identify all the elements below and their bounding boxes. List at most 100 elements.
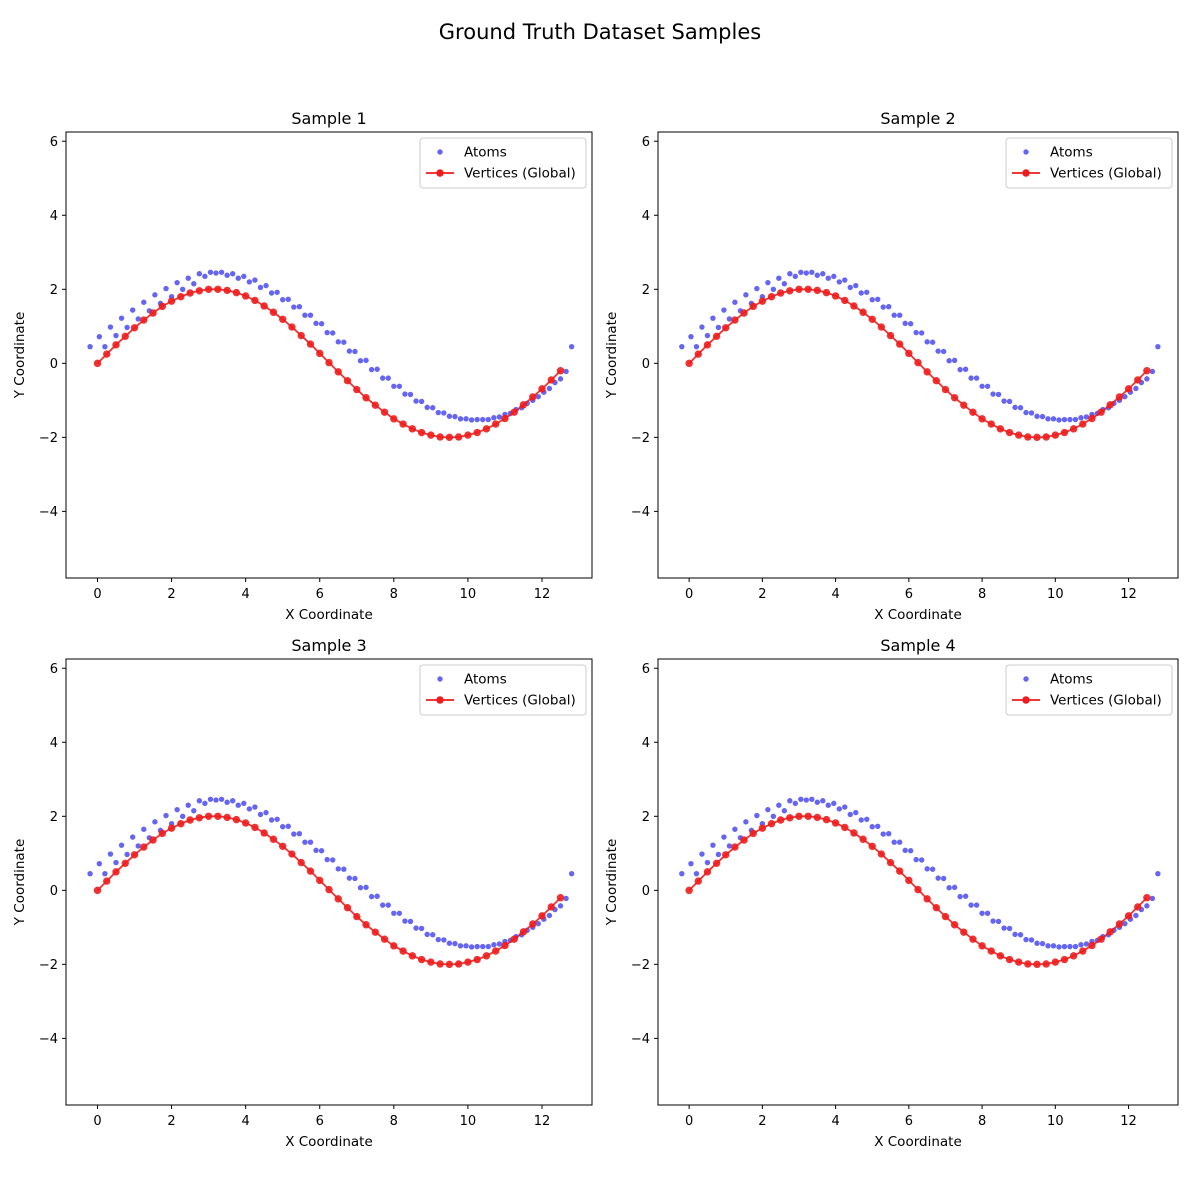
atom-point: [913, 329, 919, 336]
vertex-point: [556, 367, 565, 375]
x-tick-label: 12: [534, 1114, 551, 1129]
vertex-point: [501, 941, 509, 950]
atom-point: [858, 817, 864, 823]
vertex-point: [519, 401, 528, 409]
atom-point: [1039, 413, 1046, 420]
plot-frame: [65, 131, 593, 579]
atom-point: [699, 851, 705, 857]
atom-point: [754, 812, 760, 819]
atom-point: [1061, 416, 1068, 423]
atom-point: [107, 324, 114, 330]
vertex-point: [204, 285, 213, 294]
atom-point: [929, 866, 936, 872]
y-tick-label: 4: [642, 209, 650, 224]
vertex-point: [841, 823, 849, 832]
atom-point: [1045, 943, 1051, 949]
vertex-point: [1143, 367, 1151, 375]
atom-point: [787, 798, 793, 804]
atom-point: [814, 272, 820, 278]
atom-point: [291, 831, 297, 837]
vertex-point: [1097, 935, 1105, 943]
vertex-point: [786, 287, 794, 295]
vertex-point: [417, 955, 426, 964]
atom-point: [268, 817, 275, 823]
atom-point: [1122, 393, 1128, 400]
y-tick-label: 0: [50, 884, 58, 899]
atom-point: [441, 410, 447, 416]
atom-point: [715, 324, 722, 331]
atom-point: [124, 324, 130, 331]
atom-point: [468, 944, 475, 950]
atom-point: [1006, 925, 1013, 932]
vertex-point: [445, 960, 454, 969]
vertex-point: [529, 920, 537, 928]
atom-point: [754, 285, 760, 292]
atom-point: [102, 343, 108, 350]
atom-point: [346, 348, 353, 354]
vertex-point: [353, 385, 361, 394]
atom-point: [246, 806, 253, 812]
atom-point: [946, 885, 952, 891]
atom-point: [1017, 405, 1024, 411]
subplot-2: Sample 2 0 2 4 6 8 10 12 −4 −2 0 2 4 6 X Coordinate Y C…: [604, 109, 1179, 623]
atom-point: [218, 269, 225, 275]
vertex-point: [464, 431, 472, 439]
x-axis-label: X Coordinate: [285, 607, 373, 623]
vertex-point: [712, 859, 721, 868]
atom-point: [1001, 925, 1007, 931]
atom-point: [842, 277, 848, 283]
atom-point: [435, 936, 441, 943]
atom-point: [452, 940, 458, 947]
atom-point: [825, 275, 831, 281]
vertex-point: [130, 324, 139, 332]
atom-point: [480, 943, 486, 950]
atom-point: [252, 277, 258, 283]
atom-point: [218, 796, 225, 802]
atom-point: [984, 910, 991, 916]
atom-point: [743, 292, 749, 298]
atom-point: [951, 884, 958, 891]
vertex-point: [510, 408, 518, 416]
atom-point: [1083, 414, 1090, 420]
subplot-4: Sample 4 0 2 4 6 8 10 12 −4 −2 0 2 4 6 X Coordinate Y C…: [604, 636, 1179, 1150]
vertex-point: [1088, 414, 1096, 423]
atom-point: [962, 366, 969, 372]
atom-point: [1067, 416, 1073, 423]
atom-point: [1012, 931, 1018, 938]
atom-point: [787, 271, 793, 277]
atom-point: [732, 299, 738, 305]
atom-point: [341, 866, 347, 872]
atom-point: [413, 925, 419, 931]
atom-point: [213, 270, 219, 276]
vertex-point: [510, 935, 518, 943]
vertex-point: [960, 401, 968, 409]
atom-point: [814, 799, 820, 805]
vertex-point: [223, 286, 231, 295]
atom-point: [324, 329, 330, 336]
atom-point: [803, 797, 810, 803]
atom-point: [770, 286, 777, 293]
vertex-point: [547, 903, 555, 911]
atom-point: [457, 416, 464, 422]
x-tick-label: 6: [316, 587, 324, 602]
atom-point: [402, 391, 408, 397]
legend-frame: [419, 664, 587, 716]
y-axis-label: Y Coordinate: [604, 312, 620, 400]
atom-point: [995, 918, 1002, 925]
vertex-point: [297, 858, 305, 867]
atom-point: [285, 823, 291, 829]
atom-point: [424, 931, 430, 938]
vertex-point: [1106, 928, 1114, 936]
atom-point: [704, 332, 711, 339]
atom-point: [380, 375, 386, 381]
atom-point: [179, 813, 186, 820]
vertex-point: [776, 289, 785, 297]
subplot-3: Sample 3 0 2 4 6 8 10 12 −4 −2 0 2 4 6 X Coordinate Y C…: [12, 636, 593, 1150]
vertex-point: [491, 420, 500, 428]
vertex-point: [288, 850, 296, 858]
vertex-point: [950, 921, 959, 929]
vertex-point: [1079, 420, 1087, 428]
vertex-point: [158, 302, 167, 311]
atom-point: [391, 910, 397, 916]
